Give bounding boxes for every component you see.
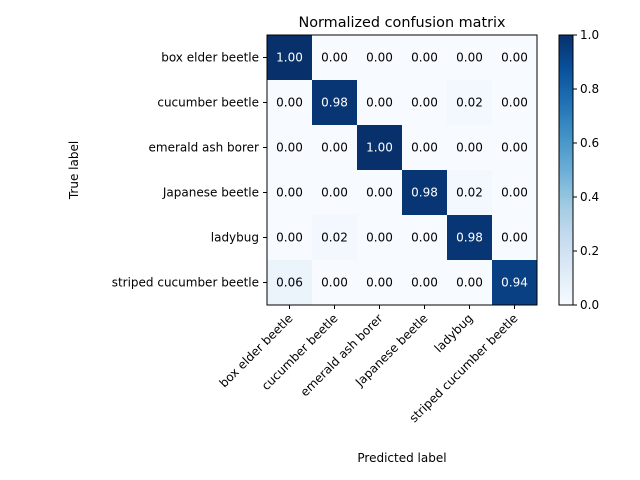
colorbar-tick-label: 0.6: [580, 136, 599, 150]
cell-value-label: 0.00: [456, 51, 483, 65]
cell-value-label: 0.98: [321, 96, 348, 110]
colorbar-tick-label: 0.2: [580, 244, 599, 258]
cell-value-label: 0.00: [321, 141, 348, 155]
cell-value-label: 0.00: [366, 96, 393, 110]
cell-value-label: 0.98: [456, 231, 483, 245]
colorbar-tick-label: 1.0: [580, 28, 599, 42]
cell-value-label: 1.00: [276, 51, 303, 65]
x-axis-label: Predicted label: [357, 451, 446, 465]
y-tick-label: emerald ash borer: [149, 141, 260, 155]
cell-value-label: 0.98: [411, 186, 438, 200]
cell-value-label: 0.00: [456, 276, 483, 290]
cell-value-label: 0.00: [411, 51, 438, 65]
colorbar-tick-label: 0.8: [580, 82, 599, 96]
cell-value-label: 0.00: [411, 96, 438, 110]
y-tick-label: cucumber beetle: [157, 96, 259, 110]
colorbar-tick-label: 0.4: [580, 190, 599, 204]
y-tick-label: ladybug: [211, 231, 259, 245]
cell-value-label: 0.02: [456, 186, 483, 200]
cell-value-label: 0.00: [276, 186, 303, 200]
heatmap-cells: [267, 35, 538, 306]
cell-value-label: 0.00: [276, 141, 303, 155]
cell-value-label: 0.00: [456, 141, 483, 155]
cell-value-label: 0.00: [411, 141, 438, 155]
cell-value-label: 0.00: [411, 231, 438, 245]
cell-value-label: 0.00: [501, 51, 528, 65]
cell-value-label: 0.00: [411, 276, 438, 290]
cell-value-label: 0.94: [501, 276, 528, 290]
cell-value-label: 0.00: [501, 96, 528, 110]
cell-value-label: 1.00: [366, 141, 393, 155]
cell-value-label: 0.00: [366, 186, 393, 200]
cell-value-label: 0.00: [321, 51, 348, 65]
cell-value-label: 0.00: [366, 231, 393, 245]
cell-value-label: 0.02: [321, 231, 348, 245]
cell-value-label: 0.00: [501, 186, 528, 200]
y-tick-label: Japanese beetle: [162, 186, 259, 200]
colorbar-tick-label: 0.0: [580, 298, 599, 312]
y-axis-label: True label: [67, 141, 81, 200]
y-tick-label: box elder beetle: [161, 51, 259, 65]
cell-value-label: 0.00: [321, 276, 348, 290]
cell-value-label: 0.00: [366, 51, 393, 65]
cell-value-label: 0.00: [276, 231, 303, 245]
cell-value-label: 0.06: [276, 276, 303, 290]
cell-value-label: 0.00: [276, 96, 303, 110]
cell-value-label: 0.00: [366, 276, 393, 290]
cell-value-label: 0.02: [456, 96, 483, 110]
y-tick-label: striped cucumber beetle: [112, 276, 259, 290]
cell-value-label: 0.00: [501, 141, 528, 155]
colorbar-gradient: [559, 35, 573, 305]
cell-value-label: 0.00: [501, 231, 528, 245]
cell-value-label: 0.00: [321, 186, 348, 200]
chart-title: Normalized confusion matrix: [298, 15, 506, 31]
